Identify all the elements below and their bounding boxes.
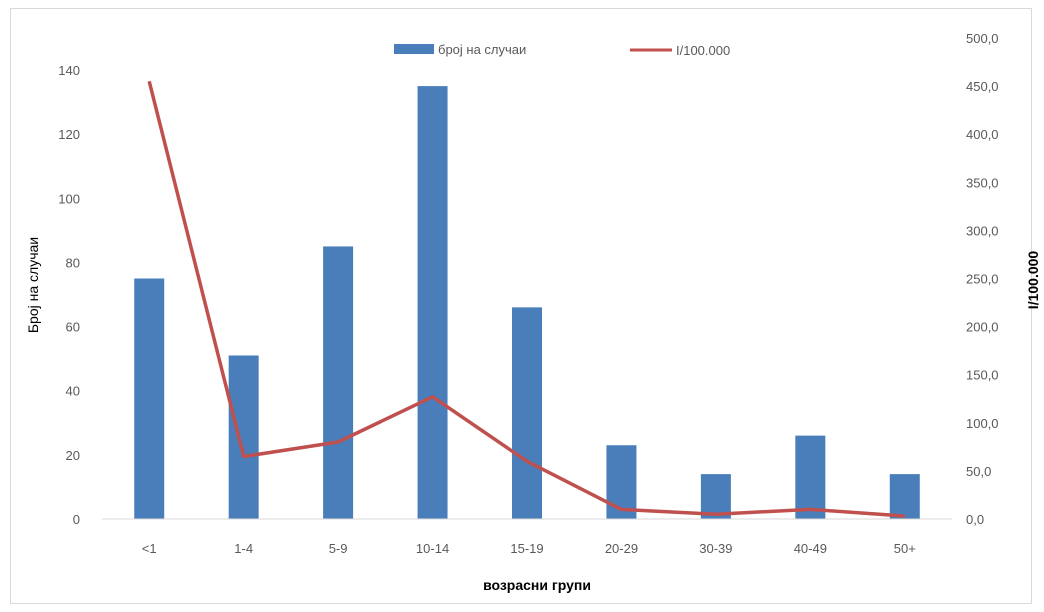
x-tick-label: 50+ (894, 541, 916, 556)
y-tick-label: 0 (73, 512, 80, 527)
x-tick-label: 40-49 (794, 541, 827, 556)
y2-tick-label: 200,0 (966, 320, 999, 335)
y2-tick-label: 350,0 (966, 175, 999, 190)
y-tick-label: 40 (66, 384, 80, 399)
y2-tick-label: 450,0 (966, 79, 999, 94)
right-axis-ticks: 0,0 50,0 100,0 150,0 200,0 250,0 300,0 350,0 400… (966, 31, 999, 527)
x-tick-label: 15-19 (510, 541, 543, 556)
legend-bar-label: број на случаи (438, 42, 526, 57)
bar (700, 474, 731, 519)
bar (606, 445, 637, 519)
y-tick-label: 100 (58, 191, 80, 206)
y-tick-label: 60 (66, 320, 80, 335)
y2-tick-label: 0,0 (966, 512, 984, 527)
bar-series (134, 86, 920, 519)
x-axis-ticks: <1 1-4 5-9 10-14 15-19 20-29 30-39 40-49 50+ (142, 541, 916, 556)
bar (512, 307, 542, 519)
y2-tick-label: 400,0 (966, 127, 999, 142)
y2-tick-label: 150,0 (966, 368, 999, 383)
x-tick-label: 20-29 (605, 541, 638, 556)
legend: број на случаи I/100.000 (394, 42, 730, 58)
bar (417, 86, 448, 519)
x-tick-label: 10-14 (416, 541, 449, 556)
y-axis-title: Број на случаи (25, 237, 41, 333)
x-tick-label: 30-39 (699, 541, 732, 556)
y2-tick-label: 250,0 (966, 272, 999, 287)
y2-tick-label: 500,0 (966, 31, 999, 46)
left-axis-ticks: 0 20 40 60 80 100 120 140 (58, 63, 80, 527)
y2-tick-label: 50,0 (966, 464, 991, 479)
x-tick-label: 1-4 (234, 541, 253, 556)
incidence-line (147, 80, 905, 518)
x-tick-label: 5-9 (329, 541, 348, 556)
bar (889, 474, 920, 519)
bar (795, 435, 826, 519)
x-tick-label: <1 (142, 541, 157, 556)
y2-tick-label: 100,0 (966, 416, 999, 431)
y2-axis-title: I/100.000 (1025, 251, 1041, 310)
x-axis-title: возрасни групи (483, 577, 591, 593)
y-tick-label: 120 (58, 127, 80, 142)
y-tick-label: 80 (66, 255, 80, 270)
bar (323, 246, 354, 519)
legend-bar-swatch (394, 44, 434, 54)
y-tick-label: 20 (66, 448, 80, 463)
bar (228, 355, 259, 519)
line-series (147, 80, 905, 518)
y-tick-label: 140 (58, 63, 80, 78)
bar (134, 278, 165, 519)
legend-line-label: I/100.000 (676, 43, 730, 58)
y2-tick-label: 300,0 (966, 223, 999, 238)
